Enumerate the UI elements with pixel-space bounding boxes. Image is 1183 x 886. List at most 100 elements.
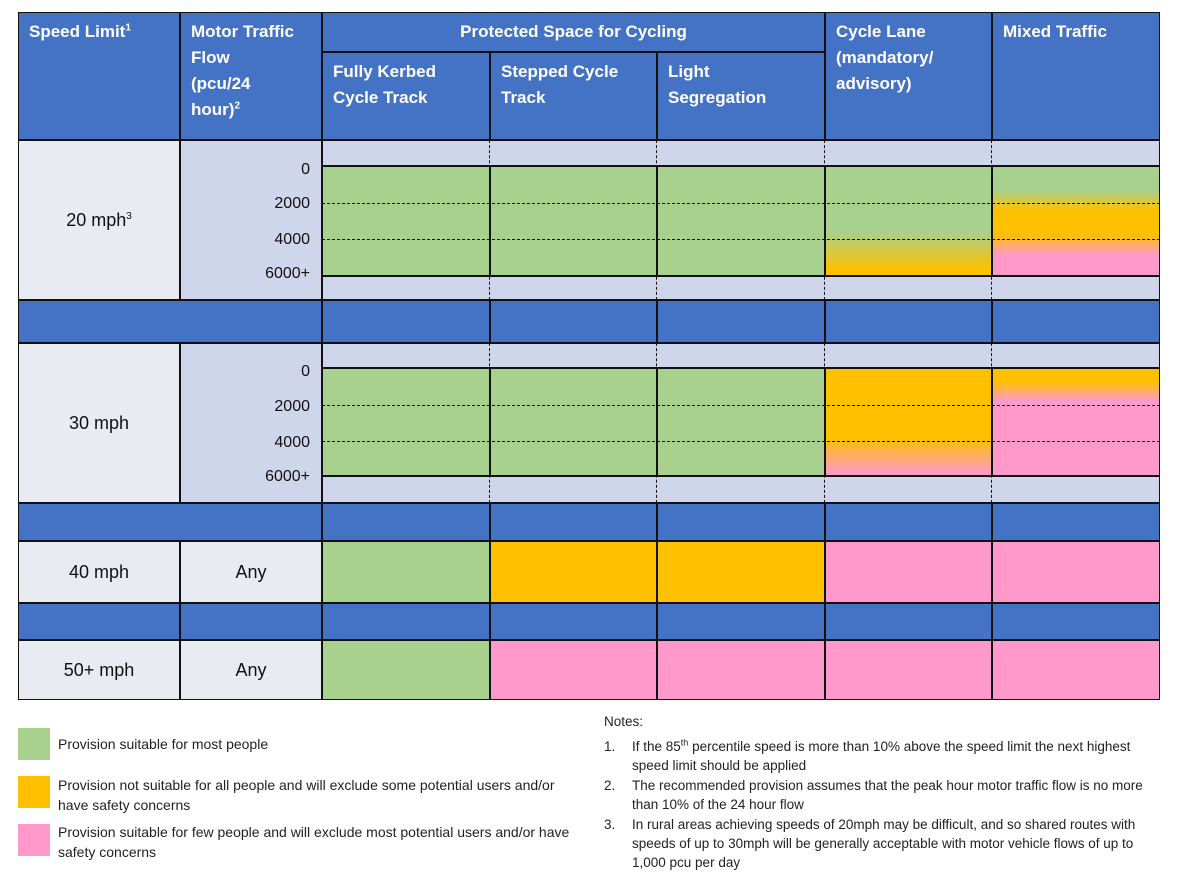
legend-swatch (18, 824, 50, 856)
header-line: Protected Space for Cycling (460, 22, 687, 41)
separator-cell (826, 504, 991, 540)
rating-cell (323, 542, 489, 602)
header-line: Speed Limit1 (29, 22, 131, 41)
flow-cell (181, 141, 321, 299)
header-line: Stepped Cycle (501, 62, 619, 81)
note-text-part: percentile speed is more than 10% above … (632, 739, 1131, 773)
header-line: Mixed Traffic (1003, 22, 1107, 41)
header-mixed: Mixed Traffic (993, 13, 1159, 139)
separator-cell (658, 604, 824, 639)
note-text-part: The recommended provision assumes that t… (632, 778, 1143, 812)
header-cycle-lane: Cycle Lane (mandatory/advisory) (826, 13, 991, 139)
header-speed-limit: Speed Limit1 (19, 13, 179, 139)
speed-cell: 30 mph (19, 344, 179, 502)
header-line: Light (668, 62, 710, 81)
flow-tick-label: 6000+ (265, 265, 310, 282)
legend-swatch (18, 776, 50, 808)
header-light: Light Segregation (658, 53, 824, 139)
rating-cell (993, 542, 1159, 602)
superscript: 3 (126, 210, 132, 222)
rating-cell (826, 369, 991, 475)
flow-cell (181, 344, 321, 502)
rating-cell (993, 369, 1159, 475)
speed-text: 50+ mph (63, 659, 135, 680)
separator-cell (323, 504, 489, 540)
rating-cell (826, 641, 991, 699)
flow-text: Any (235, 659, 267, 680)
separator-cell (323, 301, 489, 342)
separator-cell (826, 301, 991, 342)
dashed-gridline (322, 203, 1160, 204)
note-text-part: In rural areas achieving speeds of 20mph… (632, 817, 1136, 870)
rating-cell (658, 167, 824, 275)
header-line: Motor Traffic (191, 22, 294, 41)
flow-tick-label: 0 (301, 161, 310, 178)
rating-cell (323, 167, 489, 275)
separator-cell (658, 504, 824, 540)
speed-cell: 40 mph (19, 542, 179, 602)
header-line: Cycle Track (333, 88, 428, 107)
separator-cell (19, 504, 321, 540)
flow-cell: Any (181, 542, 321, 602)
header-line: Track (501, 88, 546, 107)
dashed-gridline (322, 405, 1160, 406)
header-line: advisory) (836, 74, 912, 93)
superscript: 1 (125, 22, 131, 34)
header-stepped: Stepped Cycle Track (491, 53, 656, 139)
speed-text: 20 mph3 (66, 209, 132, 230)
separator-cell (19, 604, 179, 639)
rating-cell (323, 369, 489, 475)
rating-cell (491, 167, 656, 275)
note-text-part: If the 85 (632, 739, 681, 754)
note-number: 2. (604, 778, 616, 793)
legend-swatch (18, 728, 50, 760)
note-text: If the 85th percentile speed is more tha… (632, 737, 1160, 775)
separator-cell (993, 301, 1159, 342)
rating-cell (993, 641, 1159, 699)
header-line: Cycle Lane (836, 22, 926, 41)
rating-cell (323, 641, 489, 699)
flow-tick-label: 2000 (274, 398, 310, 415)
rating-cell (491, 641, 656, 699)
note-number: 3. (604, 817, 616, 832)
header-line: (pcu/24 (191, 74, 251, 93)
header-fully-kerbed: Fully Kerbed Cycle Track (323, 53, 489, 139)
separator-cell (993, 504, 1159, 540)
dashed-gridline (322, 441, 1160, 442)
separator-cell (19, 301, 321, 342)
rating-cell (658, 641, 824, 699)
header-line: Fully Kerbed (333, 62, 436, 81)
header-traffic-flow: Motor Traffic Flow (pcu/24 hour)2 (181, 13, 321, 139)
header-protected: Protected Space for Cycling (323, 13, 824, 51)
header-line: Segregation (668, 88, 767, 107)
separator-cell (181, 604, 321, 639)
legend-text: Provision suitable for most people (58, 736, 269, 752)
superscript: th (680, 737, 689, 748)
separator-cell (491, 504, 656, 540)
rating-cell (658, 542, 824, 602)
flow-tick-label: 4000 (274, 434, 310, 451)
header-line: (mandatory/ (836, 48, 934, 67)
separator-cell (491, 301, 656, 342)
separator-cell (993, 604, 1159, 639)
speed-text: 30 mph (68, 412, 130, 433)
header-line: Flow (191, 48, 230, 67)
speed-cell: 20 mph3 (19, 141, 179, 299)
rating-cell (658, 369, 824, 475)
rating-cell (826, 542, 991, 602)
separator-cell (323, 604, 489, 639)
flow-tick-label: 2000 (274, 195, 310, 212)
rating-cell (993, 167, 1159, 275)
rating-cell (491, 542, 656, 602)
notes-title: Notes: (604, 714, 644, 729)
rating-cell (491, 369, 656, 475)
note-text: In rural areas achieving speeds of 20mph… (632, 815, 1160, 872)
flow-tick-label: 0 (301, 363, 310, 380)
speed-cell: 50+ mph (19, 641, 179, 699)
legend-text: Provision suitable for few people and wi… (58, 824, 570, 860)
flow-cell: Any (181, 641, 321, 699)
legend-text: Provision not suitable for all people an… (58, 777, 555, 813)
speed-text: 40 mph (68, 561, 130, 582)
separator-cell (826, 604, 991, 639)
